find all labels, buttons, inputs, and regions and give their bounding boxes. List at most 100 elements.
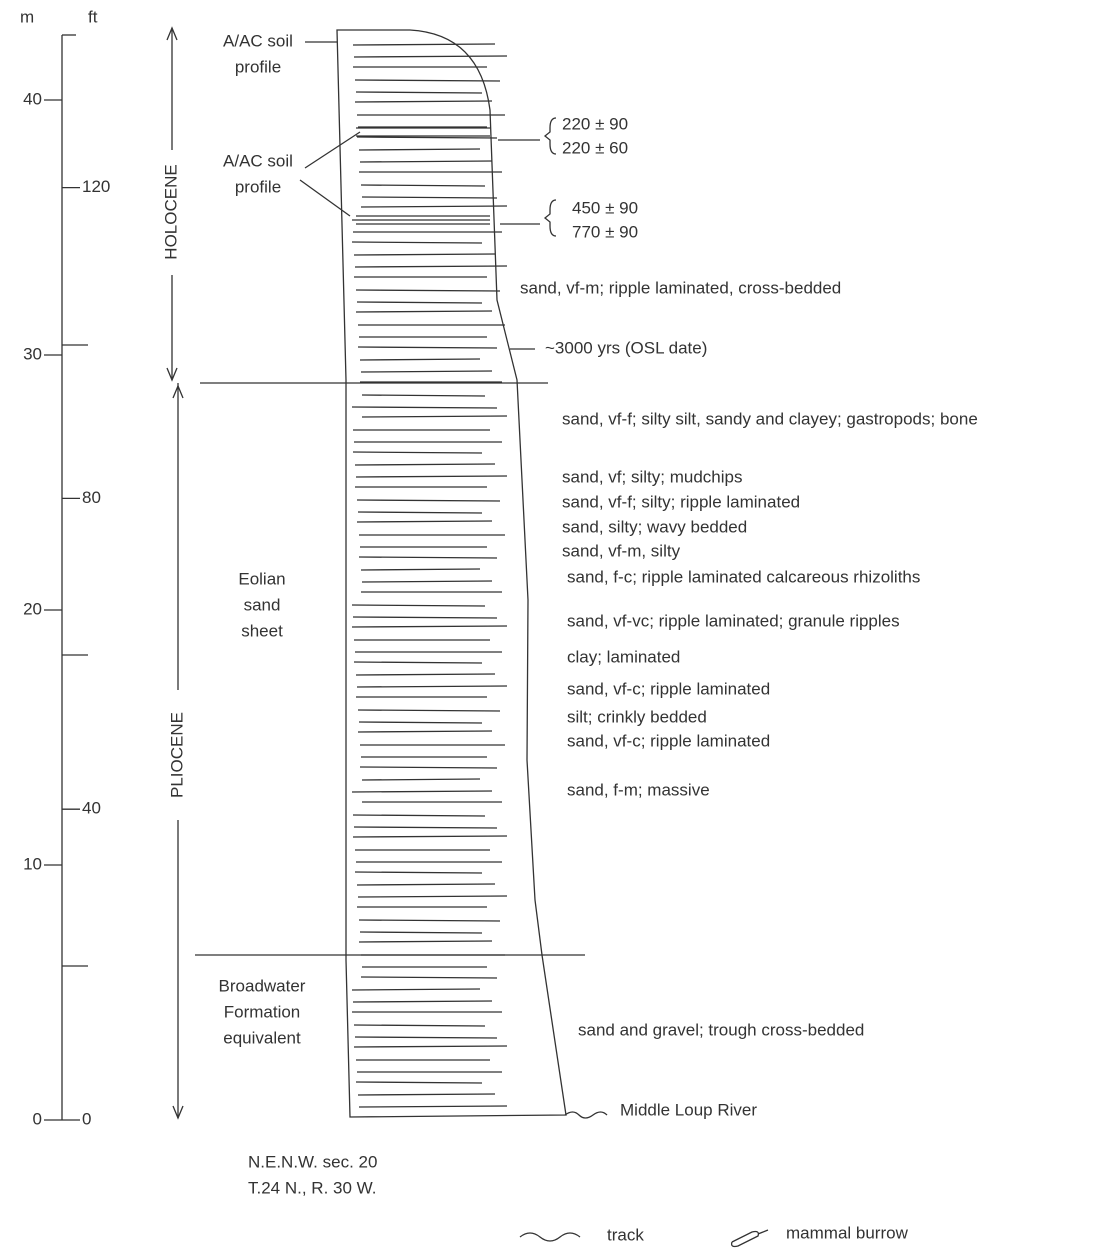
description: sand, vf-c; ripple laminated	[567, 679, 770, 698]
description: sand, vf-vc; ripple laminated; granule r…	[567, 611, 900, 630]
lamination	[356, 476, 507, 477]
description: sand, f-m; massive	[567, 780, 710, 799]
unit-label: Formation	[224, 1002, 301, 1021]
period-label: HOLOCENE	[161, 164, 180, 259]
lamination	[354, 827, 497, 828]
lamination	[359, 557, 497, 558]
lamination	[361, 977, 497, 978]
lamination	[353, 836, 507, 837]
ft-tick-label: 40	[82, 799, 101, 818]
ft-tick-label: 80	[82, 488, 101, 507]
lamination	[358, 896, 507, 897]
osl-date: ~3000 yrs (OSL date)	[545, 338, 707, 357]
braces	[545, 118, 556, 236]
date-label: 220 ± 90	[562, 114, 628, 133]
description: sand, vf-m, silty	[562, 541, 681, 560]
lamination	[358, 512, 482, 513]
unit-label: equivalent	[223, 1028, 301, 1047]
lamination	[356, 92, 482, 93]
lamination	[360, 359, 480, 360]
ft-tick-label: 0	[82, 1109, 91, 1128]
lamination	[360, 932, 482, 933]
lamination	[360, 161, 492, 162]
date-label: 450 ± 90	[572, 198, 638, 217]
location: N.E.N.W. sec. 20	[248, 1152, 377, 1171]
soil-band	[356, 128, 490, 136]
lamination	[353, 617, 497, 618]
lamination	[355, 80, 500, 81]
lamination	[361, 206, 507, 207]
lamination	[354, 1025, 485, 1026]
lamination	[362, 197, 497, 198]
lamination	[353, 1001, 492, 1002]
m-tick-label: 10	[23, 854, 42, 873]
lamination	[354, 56, 507, 57]
lamination	[355, 464, 495, 465]
lamination	[357, 521, 492, 522]
laminations	[352, 44, 507, 1107]
description: sand, vf-m; ripple laminated, cross-bedd…	[520, 278, 841, 297]
m-tick-label: 40	[23, 89, 42, 108]
lamination	[356, 1082, 482, 1083]
lamination	[355, 1037, 497, 1038]
ft-tick-label: 120	[82, 177, 110, 196]
lamination	[356, 311, 492, 312]
lamination	[359, 149, 480, 150]
lamination	[359, 920, 500, 921]
lamination	[359, 1106, 507, 1107]
unit-label: sheet	[241, 621, 283, 640]
lamination	[353, 44, 495, 45]
m-tick-label: 20	[23, 599, 42, 618]
lamination	[357, 500, 500, 501]
lamination	[357, 884, 495, 885]
lamination	[362, 779, 480, 780]
lamination	[357, 137, 497, 138]
lamination	[352, 407, 497, 408]
lamination	[360, 767, 497, 768]
legend-label: track	[607, 1225, 644, 1244]
lamination	[356, 290, 500, 291]
column-outline	[337, 30, 566, 1117]
burrow-symbol	[732, 1230, 768, 1247]
unit-label: Broadwater	[219, 976, 306, 995]
lamination	[352, 791, 492, 792]
legend-label: mammal burrow	[786, 1223, 909, 1242]
lamination	[361, 371, 492, 372]
lamination	[361, 185, 485, 186]
description: silt; crinkly bedded	[567, 707, 707, 726]
lamination	[355, 101, 492, 102]
description: sand, silty; wavy bedded	[562, 517, 747, 536]
lamination	[362, 416, 507, 417]
stratigraphic-column: m ft HOLOCENE PLIOCENE 40 30 20 10 0 120 80 40 0…	[0, 0, 1098, 1254]
description: clay; laminated	[567, 647, 680, 666]
description: sand, vf-c; ripple laminated	[567, 731, 770, 750]
soil-label: profile	[235, 177, 281, 196]
lamination	[353, 452, 482, 453]
description: sand, vf; silty; mudchips	[562, 467, 742, 486]
lamination	[357, 302, 482, 303]
m-tick-label: 0	[33, 1109, 42, 1128]
lamination	[354, 1046, 507, 1047]
lamination	[354, 254, 495, 255]
minor-ticks	[62, 345, 88, 966]
description: sand, vf-f; silty; ripple laminated	[562, 492, 800, 511]
date-label: 770 ± 90	[572, 222, 638, 241]
ft-unit: ft	[88, 7, 98, 26]
date-label: 220 ± 60	[562, 138, 628, 157]
lamination	[352, 989, 480, 990]
track-symbol	[520, 1233, 580, 1241]
m-unit: m	[20, 7, 34, 26]
lamination	[354, 662, 482, 663]
lamination	[362, 395, 485, 396]
m-tick-label: 30	[23, 344, 42, 363]
description: sand, vf-f; silty silt, sandy and clayey…	[562, 409, 978, 428]
lamination	[355, 872, 482, 873]
lamination	[358, 347, 497, 348]
soil-label: A/AC soil	[223, 31, 293, 50]
location: T.24 N., R. 30 W.	[248, 1178, 377, 1197]
lamination	[362, 581, 492, 582]
period-label: PLIOCENE	[167, 712, 186, 798]
lamination	[353, 815, 485, 816]
lamination	[357, 686, 507, 687]
lamination	[355, 266, 507, 267]
